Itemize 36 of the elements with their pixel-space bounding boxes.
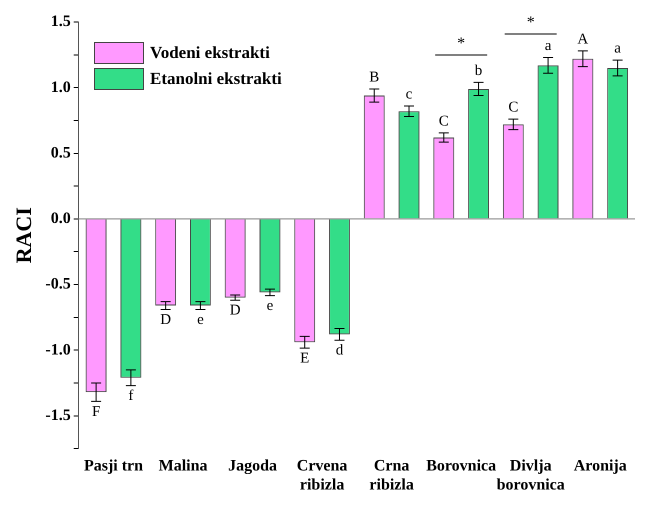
data-label: a [614, 40, 622, 57]
x-tick-label: Jagoda [228, 457, 278, 474]
y-tick-label: -1.0 [45, 341, 71, 358]
annotation: * [526, 14, 535, 32]
data-label: E [300, 350, 310, 367]
y-tick-label: 0.0 [50, 210, 71, 228]
y-tick-label: -1.5 [45, 406, 71, 424]
x-tick-label: Divlja borovnica [496, 457, 565, 494]
data-label: f [128, 388, 134, 404]
data-label: B [369, 69, 380, 86]
data-label: D [230, 302, 241, 319]
data-label: b [474, 62, 482, 79]
x-tick-label: Aronija [574, 457, 627, 474]
y-tick-label: 0.5 [50, 144, 71, 162]
x-tick-label: Borovnica [426, 457, 496, 474]
data-label: C [508, 100, 518, 116]
data-label: e [266, 298, 274, 314]
data-label: e [197, 312, 204, 328]
data-label: d [336, 342, 344, 359]
annotation: * [457, 35, 466, 52]
data-label: c [406, 86, 413, 102]
data-label: C [438, 113, 449, 130]
y-tick-label: -0.5 [45, 276, 71, 293]
x-tick-label: Crna ribizla [369, 457, 414, 494]
data-label: F [92, 404, 100, 420]
x-tick-label: Malina [158, 457, 208, 474]
y-tick-label: 1.5 [50, 13, 71, 30]
y-tick-label: 1.0 [50, 78, 71, 96]
legend-label: Etanolni ekstrakti [150, 69, 282, 89]
legend-label: Vodeni ekstrakti [150, 43, 270, 63]
data-label: D [160, 312, 172, 328]
x-tick-label: Crvena ribizla [296, 457, 348, 494]
y-axis-title: RACI [10, 207, 36, 264]
data-label: A [577, 31, 588, 48]
data-label: a [544, 38, 552, 54]
x-tick-label: Pasji trn [84, 457, 144, 474]
